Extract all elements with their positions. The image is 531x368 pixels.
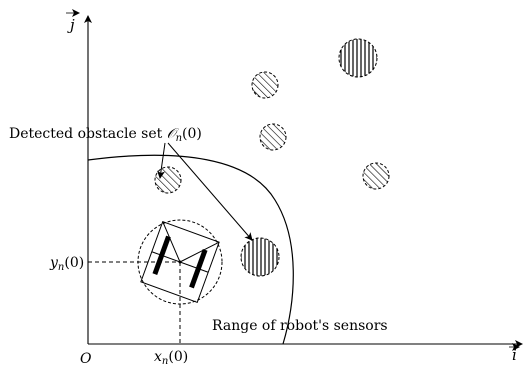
obstacle-5 [362, 162, 390, 190]
obstacle-3 [259, 123, 287, 151]
x-coord-label: xn(0) [154, 349, 188, 367]
sensor-range-boundary [87, 154, 294, 345]
detected-set-annotation: Detected obstacle set 𝒪n(0) [9, 126, 253, 241]
origin-label: O [80, 351, 92, 367]
detected-set-label: Detected obstacle set 𝒪n(0) [9, 126, 202, 144]
detected-arrow-2 [167, 142, 253, 241]
robot-right-wheel [189, 249, 208, 289]
sensor-range-label: Range of robot's sensors [212, 318, 388, 334]
detected-set-subscript: n [176, 133, 182, 144]
obstacle-1 [251, 71, 279, 99]
x-axis-label: i [512, 346, 517, 364]
y-axis-label: j [67, 16, 75, 34]
robot-heading-line [162, 221, 181, 263]
detected-arrow-1 [157, 142, 166, 179]
robot-heading-line-2 [179, 241, 220, 263]
obstacle-4 [154, 166, 182, 194]
obstacle-6 [240, 237, 280, 277]
y-coord-label: yn(0) [49, 255, 84, 273]
obstacle-2 [338, 38, 378, 78]
robot-left-wheel [152, 235, 171, 275]
coordinate-axes: O i j [66, 9, 523, 367]
